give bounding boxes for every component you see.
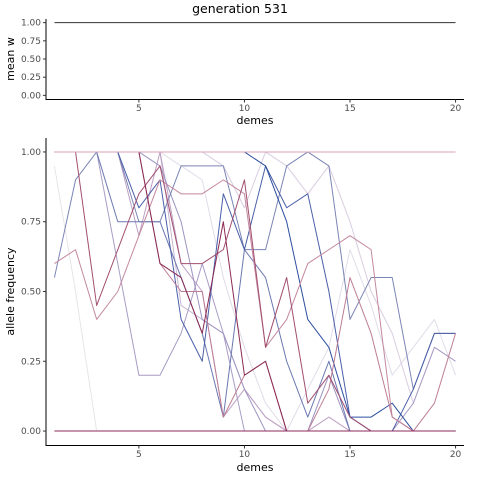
- x-axis-title: demes: [237, 114, 274, 127]
- x-tick-label: 5: [136, 450, 142, 460]
- y-tick-label: 1.00: [21, 19, 41, 29]
- y-axis-title: mean w: [4, 37, 17, 81]
- mean-w-panel: 0.00 0.25 0.50 0.75 1.00 5 10 15 20 demes mean w: [4, 19, 464, 127]
- y-tick-label: 0.75: [21, 218, 41, 228]
- x-tick-label: 20: [450, 450, 462, 460]
- series-group: [53, 151, 457, 432]
- y-tick-label: 0.75: [21, 37, 41, 47]
- x-tick-label: 10: [239, 450, 251, 460]
- y-tick-label: 0.50: [21, 288, 41, 298]
- x-tick-label: 10: [239, 104, 251, 114]
- x-tick-label: 15: [344, 104, 355, 114]
- y-tick-label: 0.00: [21, 427, 41, 437]
- y-tick-label: 1.00: [21, 148, 41, 158]
- y-tick-label: 0.00: [21, 91, 41, 101]
- series-line-8: [53, 151, 456, 390]
- x-tick-label: 20: [450, 104, 462, 114]
- x-tick-label: 15: [344, 450, 355, 460]
- y-tick-label: 0.25: [21, 357, 41, 367]
- allele-frequency-panel: 0.00 0.25 0.50 0.75 1.00 5 10 15 20 demes allele f…: [4, 138, 464, 474]
- x-tick-label: 5: [136, 104, 142, 114]
- y-tick-label: 0.50: [21, 55, 41, 65]
- series-line-12: [54, 179, 456, 432]
- y-axis-title: allele frequency: [4, 247, 17, 336]
- y-tick-label: 0.25: [21, 73, 41, 83]
- plot-title: generation 531: [192, 1, 288, 16]
- x-axis-title: demes: [237, 461, 274, 474]
